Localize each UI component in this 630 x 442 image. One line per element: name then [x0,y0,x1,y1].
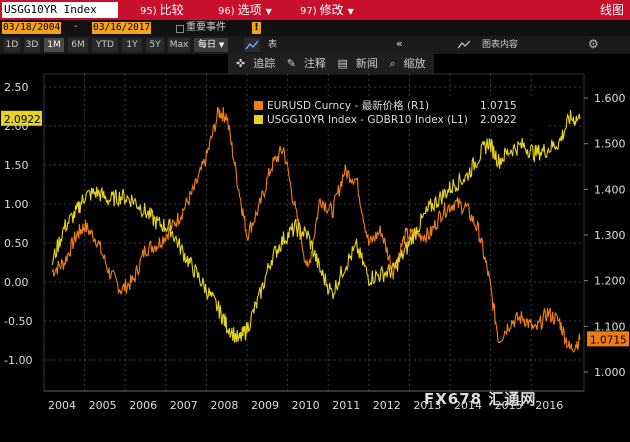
line-chart-icon [245,40,259,50]
chart-area: 2.50 2.00 1.50 1.00 0.50 0.00 -0.50 -1.00 1.600 1… [0,54,630,439]
compare-menu-number: 95) [140,6,157,17]
compare-menu-label: 比较 [159,3,184,17]
line-chart-label: 线图 [599,3,624,17]
x-tick-label: 2013 [413,399,441,412]
y-left-tick-label: 1.00 [4,198,29,211]
chevron-down-icon: ▼ [265,7,272,16]
legend-entry-eurusd: EURUSD Curncy - 最新价格 (R1) 1.0715 [254,99,517,113]
x-tick-label: 2015 [495,399,523,412]
legend-entry-spread: USGG10YR Index - GDBR10 Index (L1) 2.092… [254,113,517,127]
range-max-button[interactable]: Max [168,38,190,52]
y-left-tick-label: 0.50 [4,237,29,250]
table-button[interactable]: 表 [268,40,278,50]
modify-menu-label: 修改 [319,3,344,17]
legend-value-spread: 2.0922 [480,114,517,126]
note-button[interactable]: 注释 [303,57,326,70]
legend-swatch-eurusd [254,101,263,110]
range-1m-button[interactable]: 1M [44,38,64,52]
alert-icon[interactable]: ! [252,22,261,34]
chart-legend-button[interactable]: 图表内容 [458,38,518,52]
range-1y-button[interactable]: 1Y [122,38,142,52]
news-icon[interactable]: ▤ [337,57,348,70]
legend-swatch-spread [254,115,263,124]
options-menu-label: 选项 [237,3,262,17]
y-left-tick-label: 2.50 [4,81,29,94]
series-line-spread [51,109,581,343]
x-tick-label: 2009 [251,399,279,412]
range-5y-button[interactable]: 5Y [146,38,164,52]
y-left-tick-label: -1.00 [4,354,32,367]
compare-menu[interactable]: 95) 比较 [140,2,184,18]
pen-icon[interactable]: ✎ [286,57,296,70]
range-ytd-button[interactable]: YTD [92,38,118,52]
x-tick-label: 2012 [373,399,401,412]
gear-icon[interactable]: ⚙ [588,37,599,51]
chart-legend: EURUSD Curncy - 最新价格 (R1) 1.0715 USGG10Y… [248,98,548,128]
date-row: 03/18/2004 - 03/16/2017 重要事件 ! [0,20,630,36]
legend-label-spread: USGG10YR Index - GDBR10 Index (L1) [267,114,468,126]
left-value-tag [1,110,42,126]
x-tick-label: 2005 [89,399,117,412]
chart-content-icon [458,40,470,49]
range-6m-button[interactable]: 6M [68,38,88,52]
track-button[interactable]: 追踪 [253,57,276,70]
options-menu[interactable]: 96) 选项 ▼ [218,2,272,18]
legend-label-eurusd: EURUSD Curncy - 最新价格 (R1) [267,100,430,112]
event-label: 重要事件 [186,22,226,33]
y-right-tick-label: 1.500 [594,138,626,151]
y-left-tick-label: -0.50 [4,315,32,328]
range-row: 1D 3D 1M 6M YTD 1Y 5Y Max 每日 ▼ 表 « 图表内容 … [0,36,630,54]
y-right-tick-label: 1.100 [594,320,626,333]
y-right-tick-label: 1.200 [594,275,626,288]
right-value-tag-text: 1.0715 [590,334,627,346]
x-tick-label: 2010 [292,399,320,412]
chart-type-button[interactable] [244,38,260,52]
y-right-tick-label: 1.600 [594,92,626,105]
range-3d-button[interactable]: 3D [24,38,40,52]
ticker-field[interactable]: USGG10YR Index [2,2,118,18]
crosshair-icon[interactable]: ✜ [236,57,246,70]
y-right-tick-label: 1.000 [594,366,626,379]
watermark: FX678 汇通网 [424,390,537,408]
collapse-icon[interactable]: « [396,37,403,50]
y-left-tick-label: 1.50 [4,159,29,172]
event-checkbox[interactable] [176,25,184,33]
legend-value-eurusd: 1.0715 [480,100,517,112]
frequency-value: 每日 [198,40,217,50]
news-button[interactable]: 新闻 [355,57,378,70]
x-tick-label: 2014 [454,399,482,412]
end-date-field[interactable]: 03/16/2017 [92,22,152,34]
chevron-down-icon: ▼ [218,41,225,49]
x-tick-label: 2016 [535,399,563,412]
options-menu-number: 96) [218,6,235,17]
chart-toolbar: ✜ 追踪 ✎ 注释 ▤ 新闻 ⌕ 缩放 [228,54,434,74]
x-tick-label: 2007 [170,399,198,412]
y-left-tick-label: 0.00 [4,276,29,289]
chart-legend-label: 图表内容 [482,40,519,50]
range-1d-button[interactable]: 1D [4,38,20,52]
x-tick-label: 2004 [48,399,76,412]
start-date-field[interactable]: 03/18/2004 [2,22,62,34]
modify-menu-number: 97) [300,6,317,17]
left-value-tag-text: 2.0922 [4,114,41,126]
title-bar: USGG10YR Index 95) 比较 96) 选项 ▼ 97) 修改 ▼ 线图 [0,0,630,20]
y-right-tick-label: 1.400 [594,183,626,196]
chevron-down-icon: ▼ [347,7,354,16]
x-tick-label: 2006 [129,399,157,412]
y-right-tick-label: 1.300 [594,229,626,242]
right-value-tag [587,331,629,347]
x-tick-label: 2011 [332,399,360,412]
modify-menu[interactable]: 97) 修改 ▼ [300,2,354,18]
zoom-icon[interactable]: ⌕ [389,57,396,70]
frequency-select[interactable]: 每日 ▼ [194,38,229,52]
x-tick-label: 2008 [210,399,238,412]
date-separator: - [74,21,78,32]
series-line-eurusd [51,106,581,353]
zoom-button[interactable]: 缩放 [403,57,426,70]
